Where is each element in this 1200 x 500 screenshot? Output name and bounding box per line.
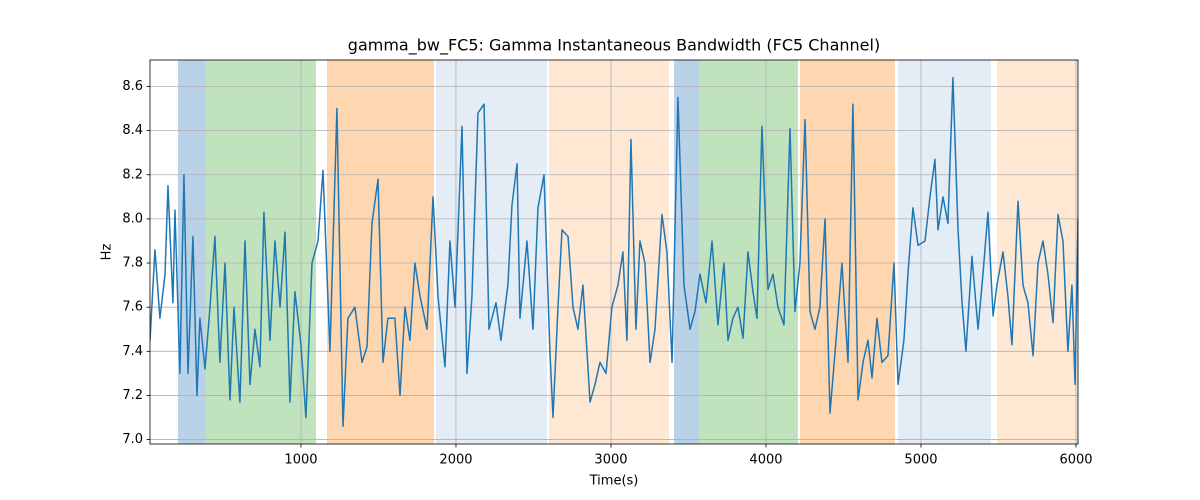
y-tick-label: 8.0 [122,211,143,226]
axes: 7.0 7.2 7.4 7.6 7.8 8.0 8.2 8.4 8.6 1000 2000 3000 4… [122,59,1093,468]
span [996,60,1078,444]
x-axis-label: Time(s) [589,474,639,489]
y-tick-label: 7.4 [122,344,143,359]
x-tick-label: 2000 [439,453,472,468]
span [898,60,992,444]
y-tick-label: 7.0 [122,432,143,447]
y-axis-label: Hz [100,244,115,261]
y-tick-label: 8.4 [122,123,143,138]
plot-frame [149,59,1079,445]
x-tick-label: 5000 [904,453,937,468]
spans [177,60,1078,444]
data-line [150,76,1078,428]
y-tick-label: 7.2 [122,388,143,403]
lines [150,76,1078,428]
span [799,60,895,444]
span [435,60,547,444]
chart-title: gamma_bw_FC5: Gamma Instantaneous Bandwi… [348,36,880,56]
y-tick-label: 7.6 [122,300,143,315]
x-tick-label: 1000 [284,453,317,468]
x-tick-label: 4000 [749,453,782,468]
span [205,60,317,444]
y-tick-label: 8.2 [122,167,143,182]
x-tick-label: 3000 [594,453,627,468]
y-tick-label: 8.6 [122,79,143,94]
x-tick-label: 6000 [1059,453,1092,468]
span [548,60,669,444]
y-tick-label: 7.8 [122,256,143,271]
